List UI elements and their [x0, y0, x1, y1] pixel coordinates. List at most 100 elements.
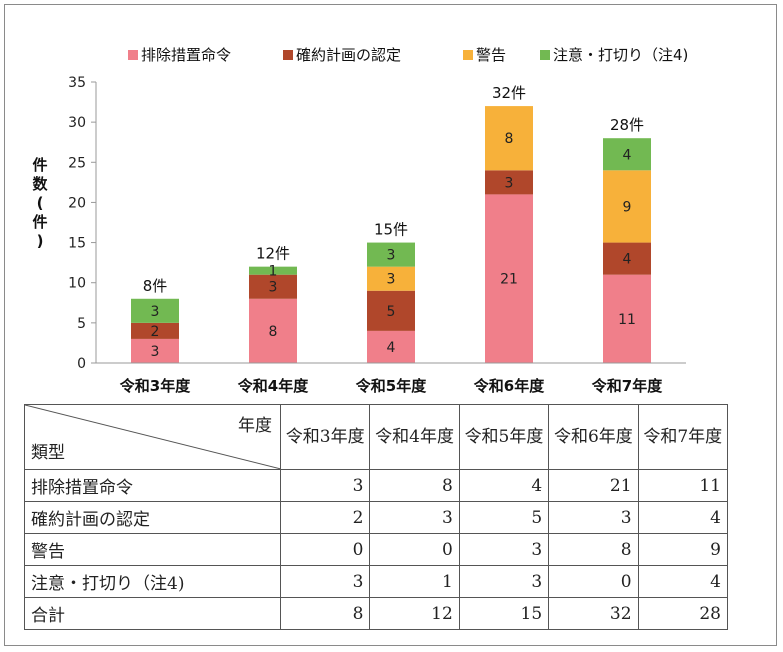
data-label: 4	[387, 340, 396, 356]
table-cell: 4	[637, 501, 729, 534]
table-cell: 3	[548, 501, 639, 534]
y-axis-label: 件数(件)	[32, 156, 48, 250]
row-label: 注意・打切り（注4)	[24, 565, 281, 598]
data-label: 5	[387, 304, 396, 320]
bar-segment	[249, 298, 297, 363]
x-tick-label: 令和4年度	[238, 377, 309, 395]
table-row: 排除措置命令 3 8 4 21 11	[24, 469, 729, 502]
table-header-r5: 令和5年度	[458, 404, 550, 470]
table-cell: 3	[279, 565, 371, 598]
data-label: 8	[269, 324, 278, 340]
data-label: 8	[505, 131, 514, 147]
table-cell: 32	[548, 597, 639, 630]
data-label: 4	[623, 147, 632, 163]
y-tick-label: 25	[68, 155, 86, 171]
table-row: 警告 0 0 3 8 9	[24, 533, 729, 566]
data-label: 2	[151, 324, 160, 340]
bar-segment	[603, 138, 651, 171]
table-row: 確約計画の認定 2 3 5 3 4	[24, 501, 729, 534]
table-header-r6: 令和6年度	[548, 404, 639, 470]
data-label: 3	[269, 280, 278, 296]
data-label: 3	[151, 344, 160, 360]
data-table: 年度 類型 令和3年度 令和4年度 令和5年度 令和6年度 令和7年度 排除措置…	[24, 404, 729, 630]
bar-segment	[131, 322, 179, 339]
table-cell: 0	[548, 565, 639, 598]
bar-segment	[603, 242, 651, 275]
row-label: 警告	[24, 533, 281, 566]
bar-segment	[485, 170, 533, 195]
table-cell: 8	[548, 533, 639, 566]
row-label: 合計	[24, 597, 281, 630]
table-cell: 3	[279, 469, 371, 502]
table-cell: 15	[458, 597, 550, 630]
x-tick-label: 令和6年度	[474, 377, 545, 395]
corner-year-label: 年度	[238, 416, 272, 436]
x-tick-label: 令和5年度	[356, 377, 427, 395]
table-cell: 8	[369, 469, 460, 502]
y-tick-label: 15	[68, 236, 86, 252]
chart-legend: 排除措置命令 確約計画の認定 警告 注意・打切り（注4)	[128, 46, 688, 64]
bar-total-label: 28件	[610, 116, 644, 134]
legend-swatch	[463, 50, 473, 60]
bar-segment	[485, 106, 533, 171]
table-row: 合計 8 12 15 32 28	[24, 597, 729, 630]
legend-swatch	[128, 50, 138, 60]
legend-label: 排除措置命令	[141, 46, 231, 64]
x-axis: 令和3年度 令和4年度 令和5年度 令和6年度 令和7年度	[96, 362, 686, 395]
y-tick-label: 10	[68, 276, 86, 292]
y-tick-label: 5	[77, 316, 86, 332]
bar-segment	[131, 338, 179, 363]
stacked-bar-chart: 排除措置命令 確約計画の認定 警告 注意・打切り（注4) 05101520253035…	[32, 46, 688, 395]
table-cell: 11	[637, 469, 729, 502]
bar-segment	[367, 266, 415, 291]
data-label: 1	[269, 264, 278, 280]
legend-swatch	[540, 50, 550, 60]
legend-label: 注意・打切り（注4)	[553, 46, 688, 64]
table-header-r4: 令和4年度	[369, 404, 460, 470]
table-cell: 3	[369, 501, 460, 534]
bar-segment	[367, 330, 415, 363]
y-tick-label: 20	[68, 195, 86, 211]
corner-diagonal	[25, 405, 281, 469]
table-cell: 0	[369, 533, 460, 566]
data-label: 11	[618, 312, 636, 328]
bar-segment	[131, 298, 179, 323]
table-header-r3: 令和3年度	[279, 404, 371, 470]
y-tick-label: 30	[68, 115, 86, 131]
bar-total-label: 32件	[492, 84, 526, 102]
data-label: 9	[623, 199, 632, 215]
bar-segment	[367, 242, 415, 267]
data-label: 3	[387, 272, 396, 288]
table-cell: 21	[548, 469, 639, 502]
table-cell: 9	[637, 533, 729, 566]
legend-swatch	[283, 50, 293, 60]
y-axis-label-text: 件数(件)	[32, 156, 48, 250]
legend-label: 確約計画の認定	[296, 46, 401, 64]
table-cell: 5	[458, 501, 550, 534]
table-cell: 3	[458, 565, 550, 598]
data-label: 3	[505, 175, 514, 191]
figure-frame	[4, 4, 777, 646]
y-tick-label: 35	[68, 75, 86, 91]
row-label: 排除措置命令	[24, 469, 281, 502]
table-cell: 0	[279, 533, 371, 566]
table-header-r7: 令和7年度	[637, 404, 729, 470]
table-cell: 8	[279, 597, 371, 630]
bar-segment	[249, 274, 297, 299]
bar-total-label: 15件	[374, 221, 408, 239]
bar-segment	[603, 170, 651, 243]
bar-total-label: 12件	[256, 245, 290, 263]
table-cell: 4	[637, 565, 729, 598]
table-cell: 3	[458, 533, 550, 566]
table-corner-cell: 年度 類型	[24, 404, 281, 470]
data-label: 3	[387, 248, 396, 264]
bar-segment	[367, 290, 415, 331]
table-cell: 12	[369, 597, 460, 630]
row-label: 確約計画の認定	[24, 501, 281, 534]
data-label: 3	[151, 304, 160, 320]
table-header-row: 年度 類型 令和3年度 令和4年度 令和5年度 令和6年度 令和7年度	[24, 404, 729, 470]
table-cell: 2	[279, 501, 371, 534]
data-label: 21	[500, 272, 518, 288]
table-cell: 1	[369, 565, 460, 598]
